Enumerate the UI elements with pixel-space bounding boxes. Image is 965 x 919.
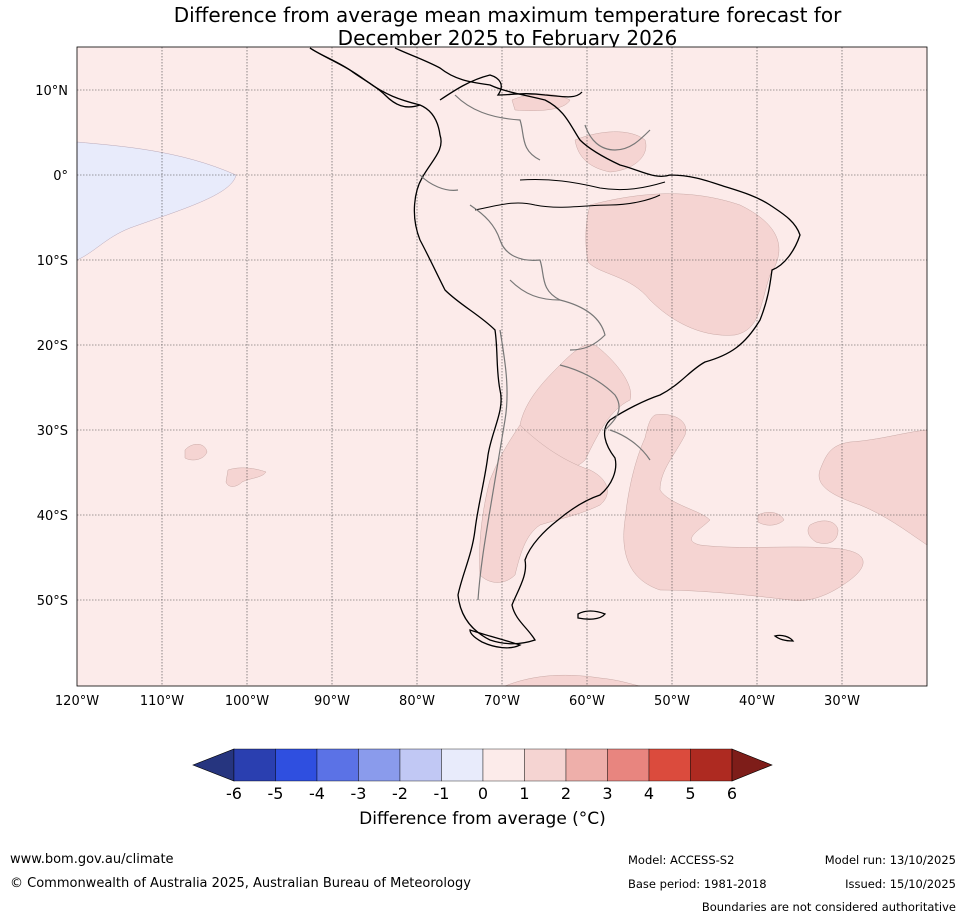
warm-anomaly-region-atlantic-small-2 xyxy=(807,520,839,544)
warm-anomaly-region-south-atlantic xyxy=(623,414,864,601)
latitude-label: 50°S xyxy=(37,594,68,609)
colorbar xyxy=(192,748,773,782)
map-frame xyxy=(76,46,928,687)
longitude-label: 70°W xyxy=(484,694,520,709)
warm-anomaly-region-pacific-small-2 xyxy=(225,467,267,487)
longitude-label: 40°W xyxy=(739,694,775,709)
border-ecuador xyxy=(419,174,459,191)
warm-anomaly-region-south-edge xyxy=(504,674,641,687)
longitude-label: 30°W xyxy=(824,694,860,709)
title-line-1: Difference from average mean maximum tem… xyxy=(173,3,842,27)
latitude-label: 20°S xyxy=(37,339,68,354)
longitude-label: 100°W xyxy=(225,694,269,709)
colorbar-tick-label: -1 xyxy=(434,784,450,803)
colorbar-segment xyxy=(690,748,733,782)
footer-model: Model: ACCESS-S2 xyxy=(628,853,735,867)
colorbar-tick-label: -5 xyxy=(268,784,284,803)
central-america-coastline xyxy=(309,47,421,108)
colorbar-segment xyxy=(607,748,650,782)
colorbar-extend-low xyxy=(192,748,235,782)
title-line-2: December 2025 to February 2026 xyxy=(337,26,678,50)
border-chile-argentina xyxy=(477,329,508,601)
colorbar-tick-label: 2 xyxy=(561,784,571,803)
longitude-label: 80°W xyxy=(399,694,435,709)
colorbar-tick-label: 3 xyxy=(602,784,612,803)
footer-model-run: Model run: 13/10/2025 xyxy=(824,853,956,867)
footer-copyright: © Commonwealth of Australia 2025, Austra… xyxy=(10,876,471,891)
colorbar-tick-label: -4 xyxy=(309,784,325,803)
colorbar-segment xyxy=(441,748,484,782)
warm-anomaly-region-brazil xyxy=(585,193,780,336)
colorbar-segment xyxy=(524,748,567,782)
latitude-labels: 10°N 0° 10°S 20°S 30°S 40°S 50°S xyxy=(35,84,68,609)
colorbar-tick-label: 5 xyxy=(685,784,695,803)
latitude-label: 30°S xyxy=(37,424,68,439)
footer-base-period: Base period: 1981-2018 xyxy=(628,877,767,891)
south-america-coastline xyxy=(309,47,801,645)
colorbar-label: Difference from average (°C) xyxy=(359,809,606,829)
warm-anomaly-region-east-atlantic xyxy=(818,429,928,546)
longitude-label: 120°W xyxy=(55,694,99,709)
colorbar-segment xyxy=(233,748,276,782)
longitude-label: 90°W xyxy=(314,694,350,709)
warm-anomaly-region-atlantic-small xyxy=(757,512,785,526)
colorbar-segment xyxy=(399,748,442,782)
caribbean-coastline xyxy=(439,74,583,101)
map-title: Difference from average mean maximum tem… xyxy=(0,4,965,50)
colorbar-tick-label: -6 xyxy=(226,784,242,803)
footer-disclaimer: Boundaries are not considered authoritat… xyxy=(701,900,956,914)
colorbar-tick-labels: -6 -5 -4 -3 -2 -1 0 1 2 3 4 5 6 xyxy=(226,784,737,803)
longitude-label: 60°W xyxy=(569,694,605,709)
latitude-label: 10°N xyxy=(35,84,68,99)
colorbar-segment xyxy=(316,748,359,782)
cool-anomaly-region-pacific xyxy=(76,141,237,261)
colorbar-segment xyxy=(565,748,608,782)
anomaly-regions xyxy=(76,93,928,687)
border-guianas xyxy=(584,124,651,151)
border-brazil-peru xyxy=(469,204,561,301)
border-bolivia xyxy=(509,279,606,351)
colorbar-tick-label: 4 xyxy=(644,784,654,803)
colorbar-tick-label: 1 xyxy=(519,784,529,803)
colorbar-segment xyxy=(358,748,401,782)
latitude-label: 10°S xyxy=(37,254,68,269)
colorbar-segment xyxy=(648,748,691,782)
colorbar-segment xyxy=(275,748,318,782)
footer-url: www.bom.gov.au/climate xyxy=(10,852,174,867)
border-paraguay xyxy=(559,364,620,431)
longitude-labels: 120°W 110°W 100°W 90°W 80°W 70°W 60°W 50°W 40°W 3… xyxy=(55,694,860,709)
amazon-river xyxy=(519,178,666,191)
tierra-del-fuego xyxy=(469,629,522,649)
colorbar-tick-label: -3 xyxy=(351,784,367,803)
coastlines xyxy=(309,47,801,649)
amazon-river-lower xyxy=(474,194,661,211)
colorbar-tick-label: 6 xyxy=(727,784,737,803)
footer-issued: Issued: 15/10/2025 xyxy=(845,877,956,891)
country-borders xyxy=(419,94,651,601)
longitude-label: 110°W xyxy=(140,694,184,709)
latitude-label: 0° xyxy=(53,169,68,184)
longitude-label: 50°W xyxy=(654,694,690,709)
warm-anomaly-region-pacific-small xyxy=(184,444,208,461)
colorbar-tick-label: -2 xyxy=(392,784,408,803)
colorbar-extend-high xyxy=(731,748,773,782)
falkland-islands xyxy=(577,610,607,620)
border-venezuela-colombia xyxy=(454,94,541,161)
south-georgia-island xyxy=(773,634,795,642)
warm-anomaly-region-argentina xyxy=(479,424,608,583)
latitude-label: 40°S xyxy=(37,509,68,524)
colorbar-segment xyxy=(482,748,525,782)
border-uruguay xyxy=(609,429,651,461)
colorbar-tick-label: 0 xyxy=(478,784,488,803)
